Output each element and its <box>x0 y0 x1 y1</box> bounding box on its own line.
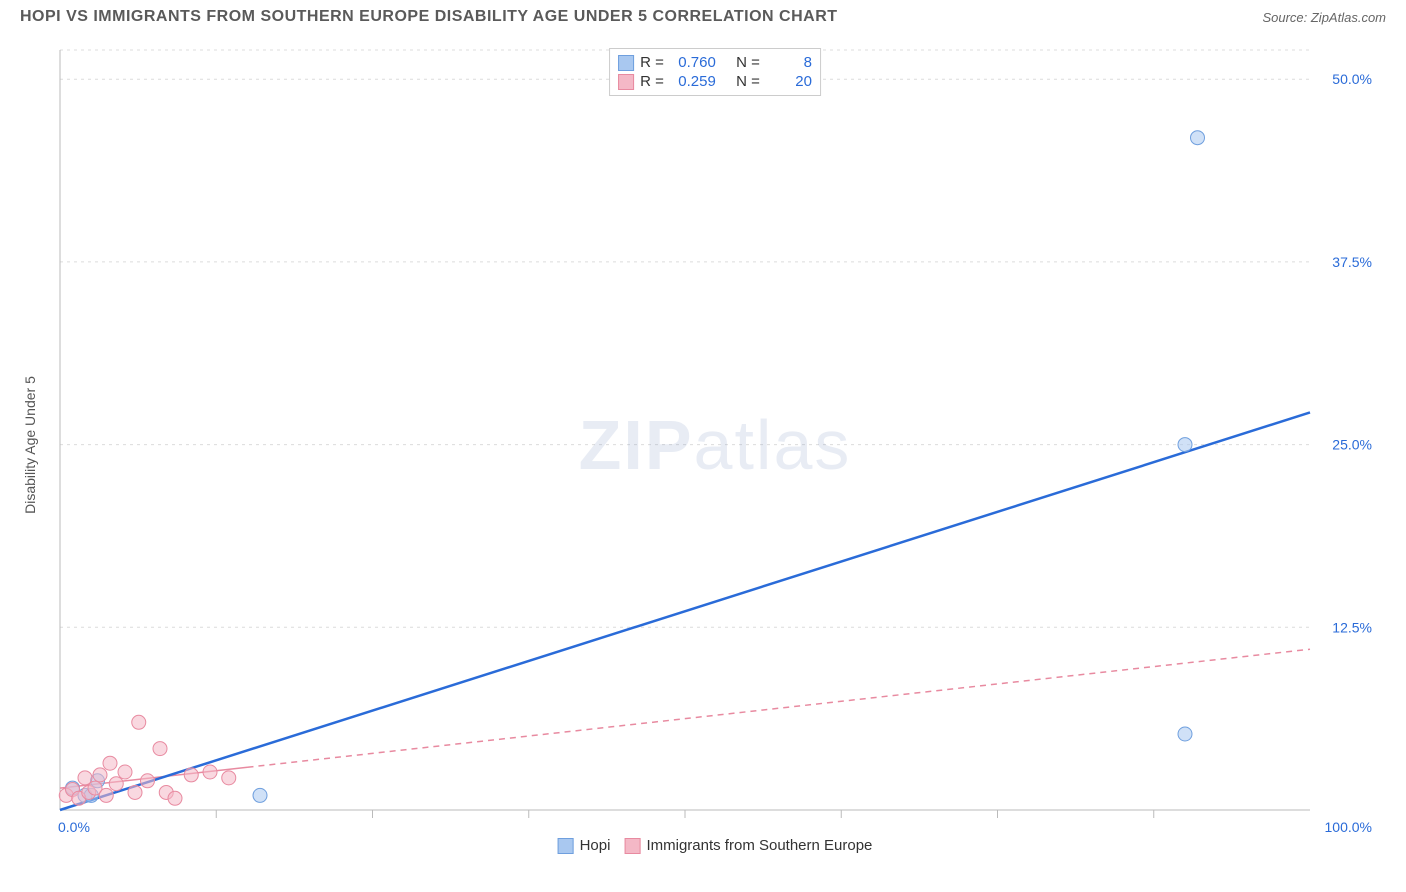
stat-swatch <box>618 74 634 90</box>
stat-r-label: R = <box>640 73 664 90</box>
svg-text:37.5%: 37.5% <box>1332 254 1372 270</box>
svg-text:0.0%: 0.0% <box>58 819 90 835</box>
svg-text:12.5%: 12.5% <box>1332 619 1372 635</box>
chart-container: Disability Age Under 5 12.5%25.0%37.5%50… <box>50 40 1380 850</box>
stats-box: R = 0.760 N = 8 R = 0.259 N = 20 <box>609 48 821 96</box>
legend-swatch <box>624 838 640 854</box>
stat-n-value: 8 <box>766 54 812 71</box>
stat-n-label: N = <box>736 73 760 90</box>
scatter-plot: 12.5% 25.0% 37.5% 50.0% 0.0% 100.0% <box>50 40 1380 850</box>
legend-swatch <box>558 838 574 854</box>
svg-text:25.0%: 25.0% <box>1332 437 1372 453</box>
bottom-legend: Hopi Immigrants from Southern Europe <box>558 837 873 854</box>
stat-r-label: R = <box>640 54 664 71</box>
stat-n-label: N = <box>736 54 760 71</box>
stats-row: R = 0.259 N = 20 <box>618 72 812 91</box>
legend-item: Hopi <box>558 837 611 854</box>
stat-swatch <box>618 55 634 71</box>
y-axis-label: Disability Age Under 5 <box>22 376 38 514</box>
svg-text:50.0%: 50.0% <box>1332 71 1372 87</box>
stat-r-value: 0.760 <box>670 54 716 71</box>
stat-r-value: 0.259 <box>670 73 716 90</box>
legend-label: Immigrants from Southern Europe <box>646 837 872 854</box>
legend-item: Immigrants from Southern Europe <box>624 837 872 854</box>
stat-n-value: 20 <box>766 73 812 90</box>
source-label: Source: ZipAtlas.com <box>1262 10 1386 25</box>
legend-label: Hopi <box>580 837 611 854</box>
stats-row: R = 0.760 N = 8 <box>618 53 812 72</box>
chart-title: HOPI VS IMMIGRANTS FROM SOUTHERN EUROPE … <box>20 8 838 26</box>
svg-text:100.0%: 100.0% <box>1325 819 1372 835</box>
